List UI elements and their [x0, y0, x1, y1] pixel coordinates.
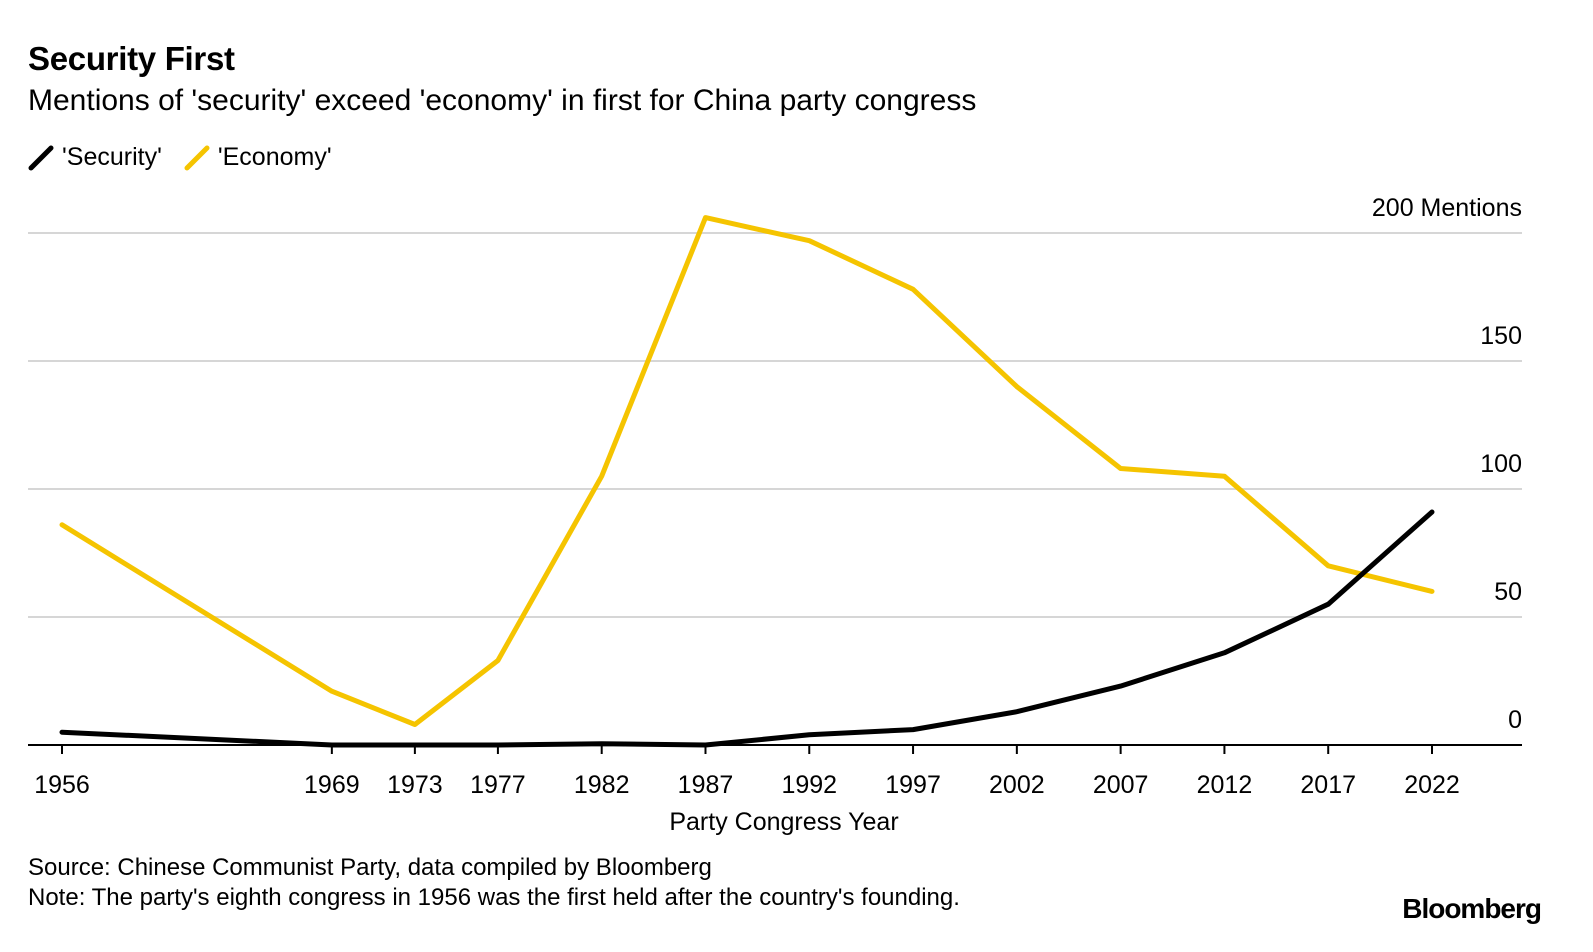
- legend-security-label: 'Security': [62, 143, 162, 171]
- y-tick-label: 200 Mentions: [1372, 194, 1522, 222]
- y-tick-label: 50: [1494, 578, 1522, 606]
- x-tick-label: 2012: [1197, 771, 1253, 799]
- x-tick-label: 1969: [304, 771, 360, 799]
- y-tick-label: 0: [1508, 706, 1522, 734]
- legend-item-economy: 'Economy': [184, 143, 332, 172]
- economy-series-line: [59, 215, 1435, 727]
- legend-economy-label: 'Economy': [217, 143, 332, 171]
- legend-security-swatch: [28, 145, 54, 170]
- x-tick-label: 1956: [34, 771, 90, 799]
- x-tick-label: 2007: [1093, 771, 1149, 799]
- x-tick-label: 2002: [989, 771, 1045, 799]
- x-tick-label: 1987: [678, 771, 734, 799]
- y-tick-label: 150: [1480, 322, 1522, 350]
- chart-title: Security First: [28, 40, 235, 77]
- y-tick-label: 100: [1480, 450, 1522, 478]
- note-text: Note: The party's eighth congress in 195…: [28, 884, 960, 911]
- security-series-line: [59, 509, 1435, 748]
- x-tick-label: 2022: [1404, 771, 1460, 799]
- source-text: Source: Chinese Communist Party, data co…: [28, 854, 712, 881]
- chart-subtitle: Mentions of 'security' exceed 'economy' …: [28, 84, 977, 117]
- x-axis-label: Party Congress Year: [669, 808, 898, 836]
- x-tick-label: 1973: [387, 771, 443, 799]
- x-tick-label: 2017: [1300, 771, 1356, 799]
- x-tick-label: 1992: [781, 771, 837, 799]
- x-tick-label: 1977: [470, 771, 526, 799]
- legend-item-security: 'Security': [28, 143, 162, 172]
- x-tick-label: 1997: [885, 771, 941, 799]
- bloomberg-logo: Bloomberg: [1402, 893, 1542, 924]
- legend: 'Security' 'Economy': [28, 143, 354, 172]
- legend-economy-swatch: [184, 145, 210, 170]
- x-tick-label: 1982: [574, 771, 630, 799]
